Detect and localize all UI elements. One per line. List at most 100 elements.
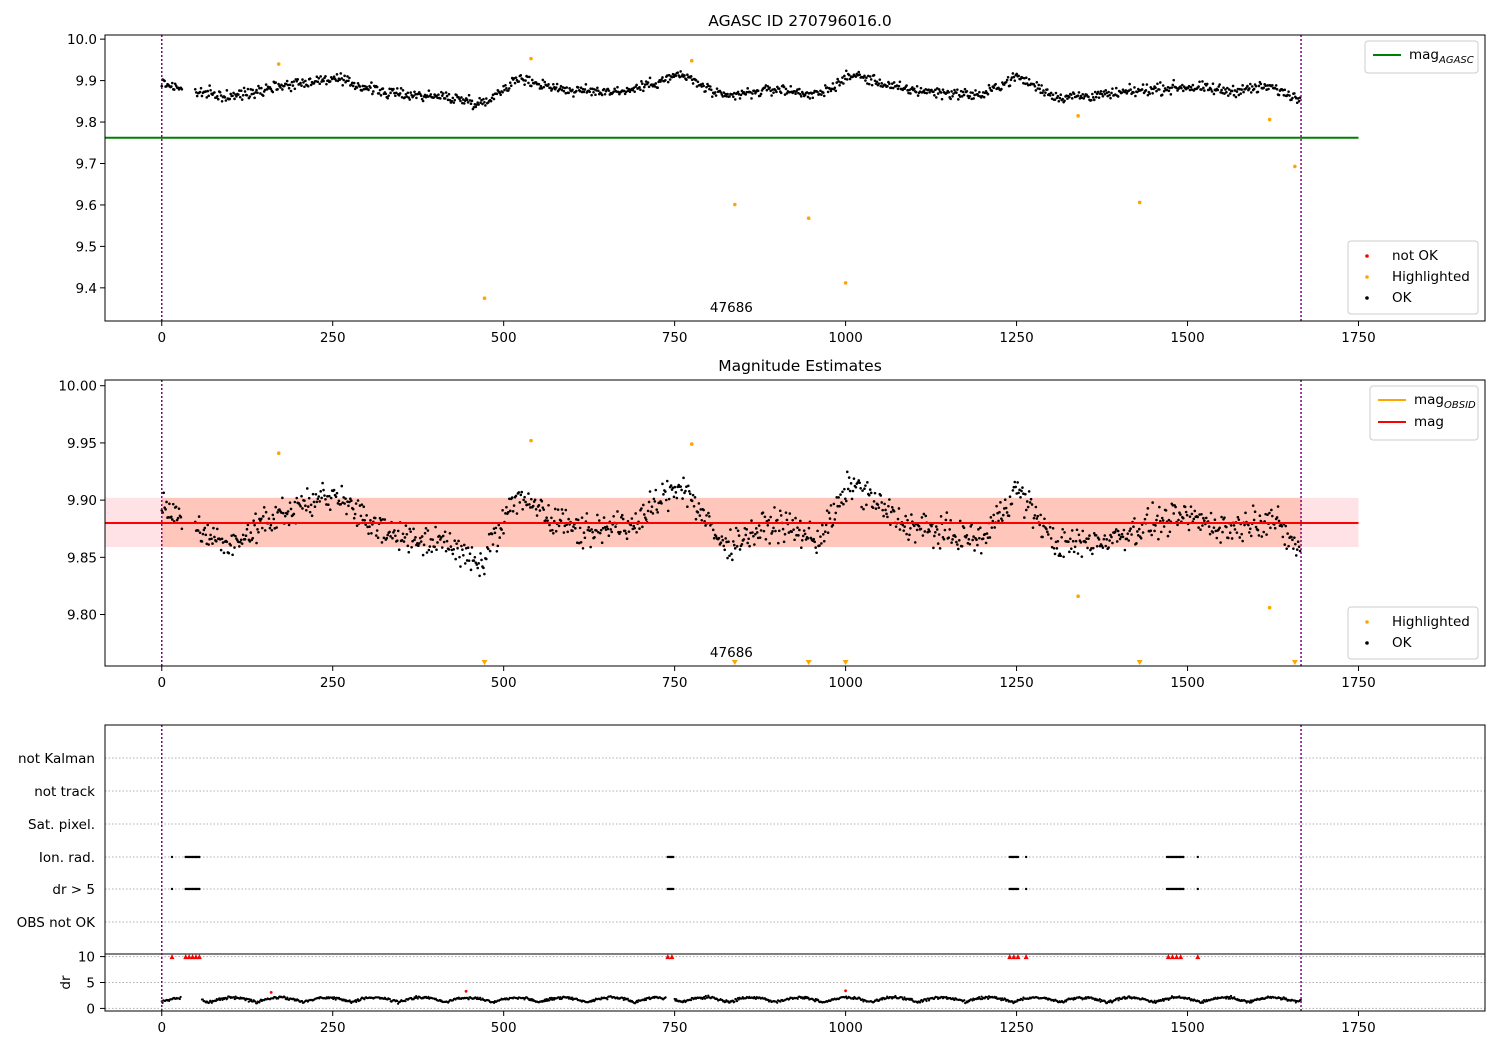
panel1-title: Magnitude Estimates <box>718 357 882 375</box>
panel1-ok-point <box>712 536 716 540</box>
panel1-ok-point <box>1248 531 1251 534</box>
panel0-ok-point <box>968 94 972 98</box>
panel1-ok-point <box>1041 535 1044 539</box>
panel2-flag-marker <box>170 887 174 891</box>
panel1-ok-point <box>541 506 545 510</box>
panel1-ok-point <box>1187 528 1191 532</box>
panel1-ok-point <box>687 484 690 488</box>
panel1-ok-point <box>451 552 455 556</box>
panel1-ok-point <box>314 492 318 496</box>
panel1-ok-point <box>927 528 930 531</box>
panel1-ok-point <box>385 536 389 540</box>
panel0-ok-point <box>503 88 506 92</box>
panel1-ok-point <box>1280 525 1284 528</box>
panel1-ok-point <box>1026 505 1030 509</box>
panel1-ok-point <box>540 499 544 503</box>
panel0-ok-point <box>857 70 861 74</box>
panel0-ok-point <box>1136 90 1139 94</box>
panel1-ok-point <box>530 497 533 501</box>
panel0-ok-point <box>1256 90 1260 94</box>
panel1-ok-point <box>651 512 655 515</box>
panel0-ok-point <box>559 84 563 88</box>
panel0-ok-point <box>281 88 284 91</box>
panel1-ok-point <box>232 533 235 537</box>
panel1-ok-point <box>1095 545 1099 548</box>
panel0-ok-point <box>1042 89 1045 92</box>
panel1-ok-point <box>831 523 835 527</box>
panel0-ok-point <box>1114 86 1118 90</box>
panel0-ok-point <box>845 78 849 81</box>
panel0-ok-point <box>463 99 467 103</box>
panel1-ok-point <box>405 532 409 536</box>
panel1-ok-point <box>305 487 309 490</box>
panel1-ok-point <box>889 510 893 514</box>
panel0-ok-point <box>466 101 470 104</box>
panel0-ok-point <box>1180 86 1183 90</box>
panel1-ok-point <box>826 531 830 535</box>
panel1-ok-point <box>866 481 869 484</box>
panel0-ok-point <box>972 97 975 100</box>
panel0-ok-point <box>1017 74 1020 78</box>
panel1-ok-point <box>355 524 359 527</box>
panel0-ok-point <box>980 94 984 98</box>
panel2-dr-point <box>953 998 956 1002</box>
panel1-ok-point <box>818 544 821 547</box>
panel0-ok-point <box>982 95 986 99</box>
panel2-dr-ylabel: dr <box>58 975 74 990</box>
panel1-ok-point <box>1121 535 1125 539</box>
panel1-ok-point <box>1292 547 1295 550</box>
panel1-ok-point <box>1159 530 1163 534</box>
panel1-ok-point <box>1143 517 1147 521</box>
panel0-ok-point <box>547 83 550 86</box>
panel1-ok-point <box>778 509 782 513</box>
panel2-flag-marker <box>672 855 675 859</box>
panel1-ok-point <box>703 519 706 523</box>
panel0-ok-point <box>674 74 678 78</box>
panel0-ok-point <box>1161 84 1165 87</box>
panel0-ok-point <box>338 78 342 81</box>
panel0-ok-point <box>285 79 289 83</box>
panel1-ok-point <box>837 496 840 499</box>
panel1-ok-point <box>317 495 321 498</box>
panel1-ok-point <box>241 533 245 537</box>
panel1-ok-point <box>692 505 696 508</box>
magnitude-estimates-panel: Magnitude Estimates10.009.959.909.859.80… <box>58 357 1486 691</box>
panel2-dr-y-tick-label: 0 <box>86 1001 95 1017</box>
panel0-ok-point <box>1024 82 1027 86</box>
panel0-ok-point <box>580 90 584 94</box>
panel1-ok-point <box>1257 534 1261 537</box>
panel0-ok-point <box>404 92 408 96</box>
panel1-ok-point <box>882 514 885 518</box>
panel1-ok-point <box>1126 532 1130 535</box>
panel0-ok-point <box>413 90 416 94</box>
panel0-ok-point <box>896 87 900 91</box>
panel1-ok-point <box>887 504 890 508</box>
panel1-ok-point <box>709 524 712 527</box>
panel1-ok-point <box>620 513 624 517</box>
panel0-ok-point <box>339 72 343 75</box>
panel1-ok-point <box>412 527 415 531</box>
panel2-dr-point <box>754 997 757 1000</box>
panel2-dr-point <box>414 996 417 1000</box>
panel2-dr-point <box>1117 999 1120 1002</box>
panel2-flag-marker <box>1024 887 1028 891</box>
panel2-dr-point <box>1224 997 1228 1000</box>
panel1-ok-point <box>392 531 395 534</box>
panel2-dr-clipped-marker <box>1169 954 1175 960</box>
panel0-ok-point <box>953 88 956 92</box>
panel0-ok-point <box>835 81 839 84</box>
panel1-ok-point <box>965 533 969 537</box>
panel0-ok-point <box>1191 83 1195 87</box>
panel0-ok-point <box>646 81 650 84</box>
panel1-ok-point <box>1007 514 1011 518</box>
panel2-dr-point <box>547 999 551 1002</box>
panel1-ok-point <box>308 510 312 514</box>
panel1-ok-point <box>846 487 850 491</box>
panel1-ok-point <box>795 533 798 537</box>
panel1-ok-point <box>650 505 654 508</box>
panel1-ok-point <box>924 514 928 518</box>
panel2-x-tick-label: 1000 <box>828 1020 862 1036</box>
panel0-ok-point <box>296 78 300 81</box>
panel0-ok-point <box>408 98 412 101</box>
panel1-ok-point <box>730 552 733 556</box>
